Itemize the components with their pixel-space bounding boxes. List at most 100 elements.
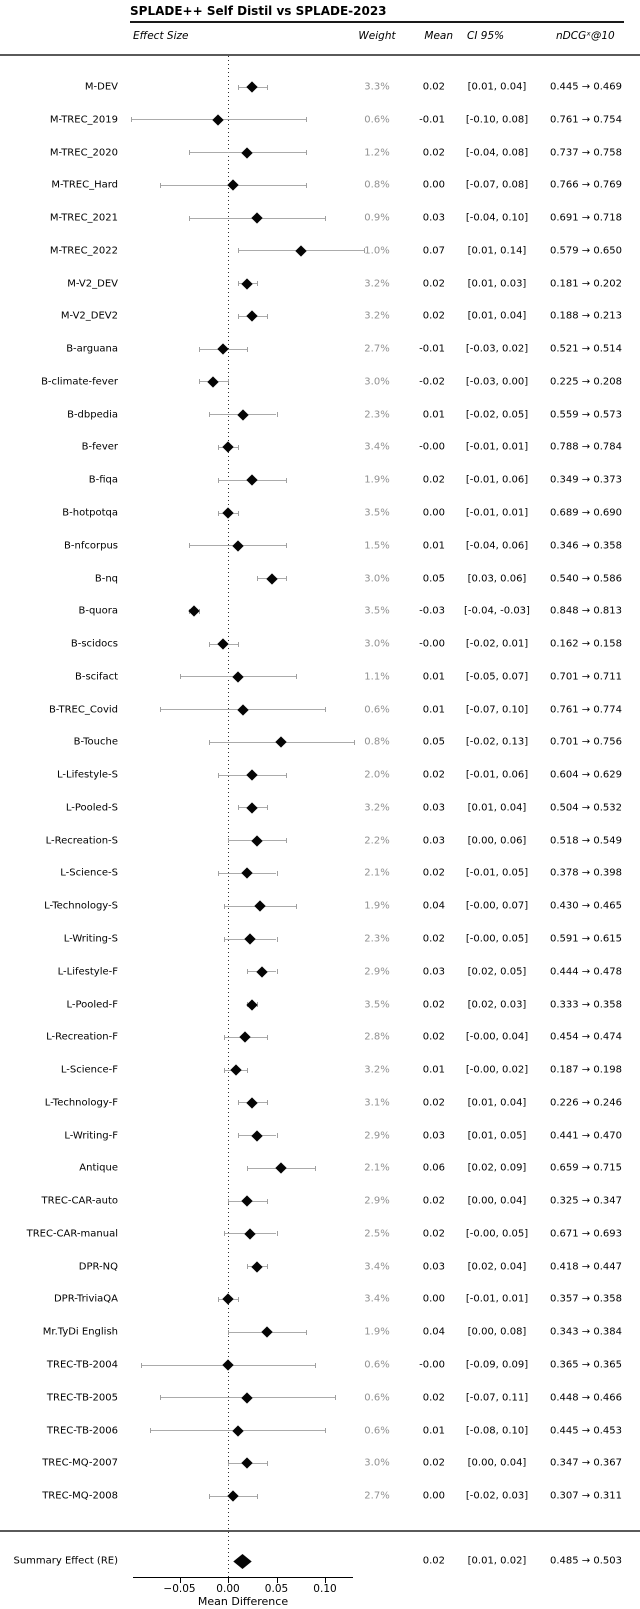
error-bar-cap-left: [189, 150, 191, 156]
mean-value: 0.02: [422, 310, 445, 322]
row-label: L-Science-S: [60, 867, 118, 879]
row-label: TREC-TB-2004: [46, 1359, 118, 1371]
ndcg-value: 0.365 → 0.365: [550, 1359, 622, 1371]
mean-value: 0.00: [422, 179, 445, 191]
error-bar-cap-right: [266, 1264, 268, 1270]
mean-diamond-marker: [275, 736, 288, 749]
ndcg-value: 0.521 → 0.514: [550, 343, 622, 355]
mean-diamond-marker: [251, 1129, 263, 1142]
ci-value: [-0.07, 0.10]: [465, 704, 529, 716]
x-axis-tick: [276, 1578, 278, 1583]
error-bar-cap-right: [363, 248, 365, 254]
mean-diamond-marker: [246, 998, 258, 1011]
mean-diamond-marker: [207, 376, 220, 388]
forest-row: B-quora 3.5% -0.03 [-0.04, -0.03] 0.848 → 0.…: [0, 594, 640, 628]
ci-value: [0.01, 0.04]: [467, 81, 527, 93]
summary-label: Summary Effect (RE): [13, 1555, 118, 1567]
row-label: B-fiqa: [88, 474, 118, 486]
ndcg-value: 0.591 → 0.615: [550, 933, 622, 945]
error-bar-cap-left: [228, 1329, 229, 1335]
forest-row: L-Technology-F 3.1% 0.02 [0.01, 0.04] 0.226 …: [0, 1086, 640, 1120]
mean-value: 0.02: [422, 1457, 445, 1469]
mean-value: -0.00: [419, 441, 445, 453]
mean-diamond-marker: [295, 245, 307, 257]
x-axis-title: Mean Difference: [197, 1595, 289, 1608]
mean-diamond-marker: [230, 1064, 242, 1076]
mean-value: 0.01: [422, 704, 445, 716]
forest-row: B-nfcorpus 1.5% 0.01 [-0.04, 0.06] 0.346 → 0…: [0, 529, 640, 563]
row-label: L-Pooled-S: [65, 802, 118, 814]
mean-value: -0.00: [419, 1359, 445, 1371]
mean-value: 0.02: [422, 1392, 445, 1404]
mean-value: 0.03: [422, 212, 445, 224]
mean-diamond-marker: [188, 605, 200, 617]
row-label: B-Touche: [73, 736, 118, 748]
row-label: L-Writing-F: [64, 1130, 118, 1142]
error-bar-cap-right: [247, 346, 249, 352]
row-label: L-Pooled-F: [66, 999, 118, 1011]
error-bar-cap-left: [218, 772, 220, 778]
error-bar-cap-right: [305, 182, 307, 188]
error-bar-cap-left: [237, 1133, 239, 1139]
error-bar-cap-left: [160, 707, 162, 713]
ci-value: [-0.00, 0.05]: [465, 933, 529, 945]
weight-value: 1.2%: [364, 147, 390, 159]
summary-ci-value: [0.01, 0.02]: [467, 1555, 527, 1567]
x-axis-tick-label: −0.05: [163, 1583, 196, 1595]
forest-row: B-scifact 1.1% 0.01 [-0.05, 0.07] 0.701 → 0.…: [0, 660, 640, 694]
error-bar-cap-right: [286, 576, 288, 582]
row-label: B-climate-fever: [41, 376, 118, 388]
mean-value: 0.02: [422, 474, 445, 486]
row-label: B-TREC_Covid: [48, 704, 118, 716]
ndcg-value: 0.604 → 0.629: [550, 769, 622, 781]
mean-value: 0.02: [422, 81, 445, 93]
error-bar-cap-right: [266, 1198, 268, 1204]
ndcg-value: 0.689 → 0.690: [550, 507, 622, 519]
row-label: L-Science-F: [60, 1064, 118, 1076]
error-bar-cap-right: [228, 379, 229, 385]
ci-value: [-0.01, 0.01]: [465, 1293, 529, 1305]
weight-value: 3.4%: [364, 1293, 390, 1305]
error-bar-cap-left: [247, 1264, 249, 1270]
error-bar-cap-right: [257, 1493, 259, 1499]
error-bar-cap-right: [266, 1034, 268, 1040]
ci-value: [-0.01, 0.06]: [465, 474, 529, 486]
weight-value: 3.2%: [364, 1064, 390, 1076]
weight-value: 3.5%: [364, 605, 390, 617]
column-header-ndcg: nDCGˣ@10: [556, 30, 615, 42]
ci-value: [0.00, 0.06]: [467, 835, 527, 847]
error-bar-cap-left: [224, 936, 226, 942]
error-bar-cap-left: [237, 248, 239, 254]
column-header-ci95: CI 95%: [467, 30, 505, 42]
row-label: M-TREC_2021: [49, 212, 118, 224]
mean-diamond-marker: [261, 1326, 273, 1338]
mean-diamond-marker: [246, 474, 258, 486]
mean-diamond-marker: [222, 1359, 234, 1371]
row-label: M-TREC_2022: [49, 245, 118, 257]
ndcg-value: 0.418 → 0.447: [550, 1261, 622, 1273]
ndcg-value: 0.445 → 0.469: [550, 81, 622, 93]
mean-value: 0.05: [422, 736, 445, 748]
row-label: B-hotpotqa: [62, 507, 118, 519]
mean-value: 0.03: [422, 802, 445, 814]
weight-value: 0.6%: [364, 1359, 390, 1371]
ci-value: [-0.00, 0.04]: [465, 1031, 529, 1043]
mean-diamond-marker: [222, 441, 234, 454]
ndcg-value: 0.701 → 0.711: [550, 671, 622, 683]
mean-diamond-marker: [246, 1097, 258, 1109]
mean-value: 0.02: [422, 1097, 445, 1109]
ndcg-value: 0.188 → 0.213: [550, 310, 622, 322]
weight-value: 1.9%: [364, 900, 390, 912]
error-bar-cap-right: [247, 1067, 249, 1073]
mean-diamond-marker: [256, 966, 268, 978]
error-bar-cap-right: [325, 707, 326, 713]
row-label: M-V2_DEV: [67, 278, 118, 290]
row-label: TREC-CAR-auto: [41, 1195, 118, 1207]
mean-value: 0.02: [422, 1195, 445, 1207]
mean-diamond-marker: [232, 671, 244, 683]
error-bar-cap-right: [305, 117, 307, 123]
ci-value: [0.00, 0.04]: [467, 1457, 527, 1469]
row-label: DPR-NQ: [78, 1261, 118, 1273]
ci-value: [-0.04, -0.03]: [464, 605, 530, 617]
ndcg-value: 0.701 → 0.756: [550, 736, 622, 748]
